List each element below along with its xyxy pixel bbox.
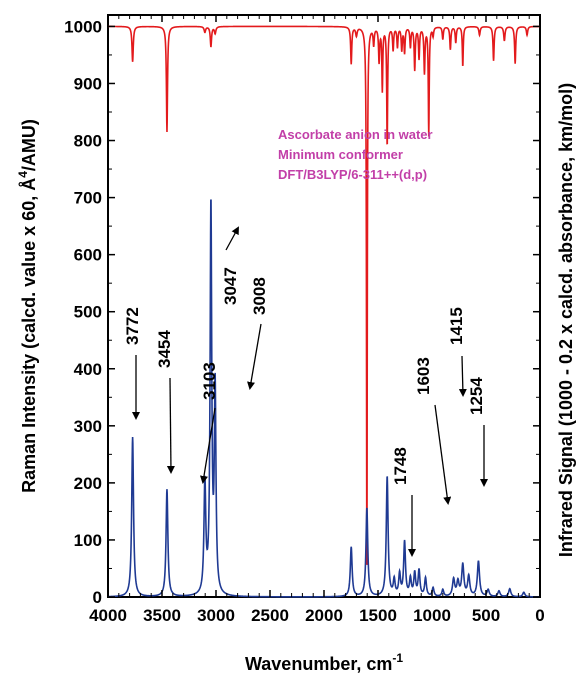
right-axis-title: Infrared Signal (1000 - 0.2 x calcd. abs… — [556, 83, 576, 557]
y-tick-label: 1000 — [64, 17, 102, 36]
left-axis-title-sup: 4 — [16, 171, 30, 178]
peak-label-1254: 1254 — [467, 377, 486, 415]
left-axis-title-pre: Raman Intensity (calcd. value x 60, Å — [19, 178, 39, 493]
left-axis-title: Raman Intensity (calcd. value x 60, Å4/A… — [16, 119, 39, 493]
peak-label-3103: 3103 — [200, 362, 219, 400]
peak-label-3454: 3454 — [155, 330, 174, 368]
x-tick-label: 2000 — [305, 606, 343, 625]
y-tick-label: 900 — [74, 74, 102, 93]
peak-arrow-3103 — [200, 407, 216, 484]
x-tick-label: 4000 — [89, 606, 127, 625]
peak-label-1748: 1748 — [391, 447, 410, 485]
peak-label-3047: 3047 — [221, 267, 240, 305]
peak-arrow-3454 — [166, 377, 175, 474]
peak-arrow-3008 — [247, 323, 262, 390]
x-tick-label: 3500 — [143, 606, 181, 625]
x-tick-label: 2500 — [251, 606, 289, 625]
peak-arrow-1415 — [458, 355, 467, 397]
annotation-line-3: DFT/B3LYP/6-311++(d,p) — [278, 167, 427, 182]
y-tick-label: 100 — [74, 531, 102, 550]
axis-ticks — [107, 15, 541, 598]
annotation-line-1: Ascorbate anion in water — [278, 127, 433, 142]
plot-frame — [107, 14, 541, 598]
peak-label-1415: 1415 — [447, 307, 466, 345]
y-tick-label: 0 — [93, 588, 102, 607]
peak-label-3772: 3772 — [123, 307, 142, 345]
y-tick-label: 200 — [74, 474, 102, 493]
plot-area — [107, 14, 541, 598]
x-axis-title-sup: -1 — [392, 651, 403, 665]
x-tick-label: 3000 — [197, 606, 235, 625]
x-tick-label: 1500 — [359, 606, 397, 625]
peak-label-3008: 3008 — [250, 277, 269, 315]
y-tick-label: 800 — [74, 132, 102, 151]
y-tick-label: 300 — [74, 417, 102, 436]
peak-arrow-1603 — [434, 404, 452, 505]
left-axis-title-post: /AMU) — [19, 119, 39, 171]
y-tick-label: 500 — [74, 303, 102, 322]
x-axis-title: Wavenumber, cm-1 — [245, 651, 403, 674]
y-tick-label: 700 — [74, 189, 102, 208]
x-axis-title-text: Wavenumber, cm — [245, 654, 392, 674]
annotation-text-block: Ascorbate anion in water Minimum conform… — [278, 127, 433, 182]
x-tick-label: 500 — [472, 606, 500, 625]
axis-tick-labels: 4000 3500 3000 2500 2000 1500 1000 500 0 0 100 200 3… — [64, 17, 545, 625]
infrared-series-line — [107, 25, 540, 565]
annotation-line-2: Minimum conformer — [278, 147, 403, 162]
x-tick-label: 1000 — [413, 606, 451, 625]
y-tick-label: 600 — [74, 246, 102, 265]
x-tick-label: 0 — [535, 606, 544, 625]
y-tick-label: 400 — [74, 360, 102, 379]
peak-label-1603: 1603 — [414, 357, 433, 395]
peak-annotations: 3772 3454 3103 3047 3008 1748 1603 1415 1254 — [123, 226, 488, 557]
peak-arrow-3047 — [225, 226, 239, 251]
